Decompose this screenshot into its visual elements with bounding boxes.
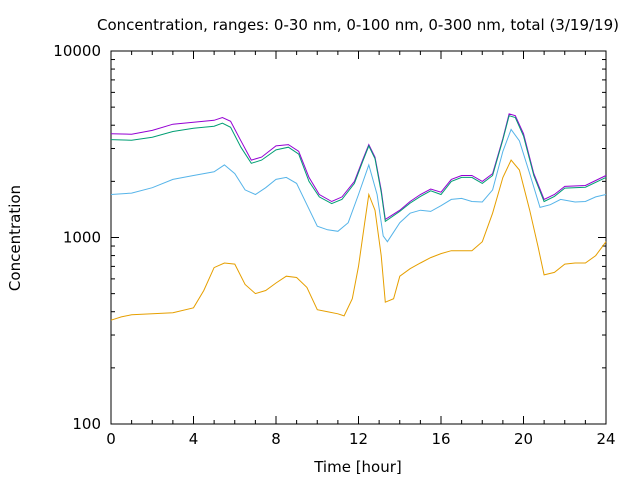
minor-ticks <box>111 51 606 424</box>
x-tick-label: 4 <box>189 430 199 448</box>
y-tick-label: 100 <box>72 415 101 433</box>
x-tick-label: 16 <box>431 430 450 448</box>
series-line-4 <box>110 159 607 321</box>
x-axis-label: Time [hour] <box>313 458 402 476</box>
x-tick-label: 8 <box>271 430 281 448</box>
plot-area: 0 4 8 12 16 20 24 100 1000 10000 <box>53 42 615 448</box>
y-axis-ticks: 100 1000 10000 <box>53 42 606 433</box>
x-tick-label: 12 <box>349 430 368 448</box>
series-line-2 <box>110 115 607 223</box>
plot-frame <box>110 50 607 425</box>
y-axis-label: Concentration <box>6 185 24 291</box>
series-layer <box>110 113 607 321</box>
x-tick-label: 24 <box>596 430 615 448</box>
series-line-3 <box>110 128 607 243</box>
y-tick-label: 1000 <box>63 229 101 247</box>
y-tick-label: 10000 <box>53 42 101 60</box>
x-axis-ticks: 0 4 8 12 16 20 24 <box>106 51 616 448</box>
x-tick-label: 20 <box>514 430 533 448</box>
chart-title: Concentration, ranges: 0-30 nm, 0-100 nm… <box>97 16 619 34</box>
x-tick-label: 0 <box>106 430 116 448</box>
